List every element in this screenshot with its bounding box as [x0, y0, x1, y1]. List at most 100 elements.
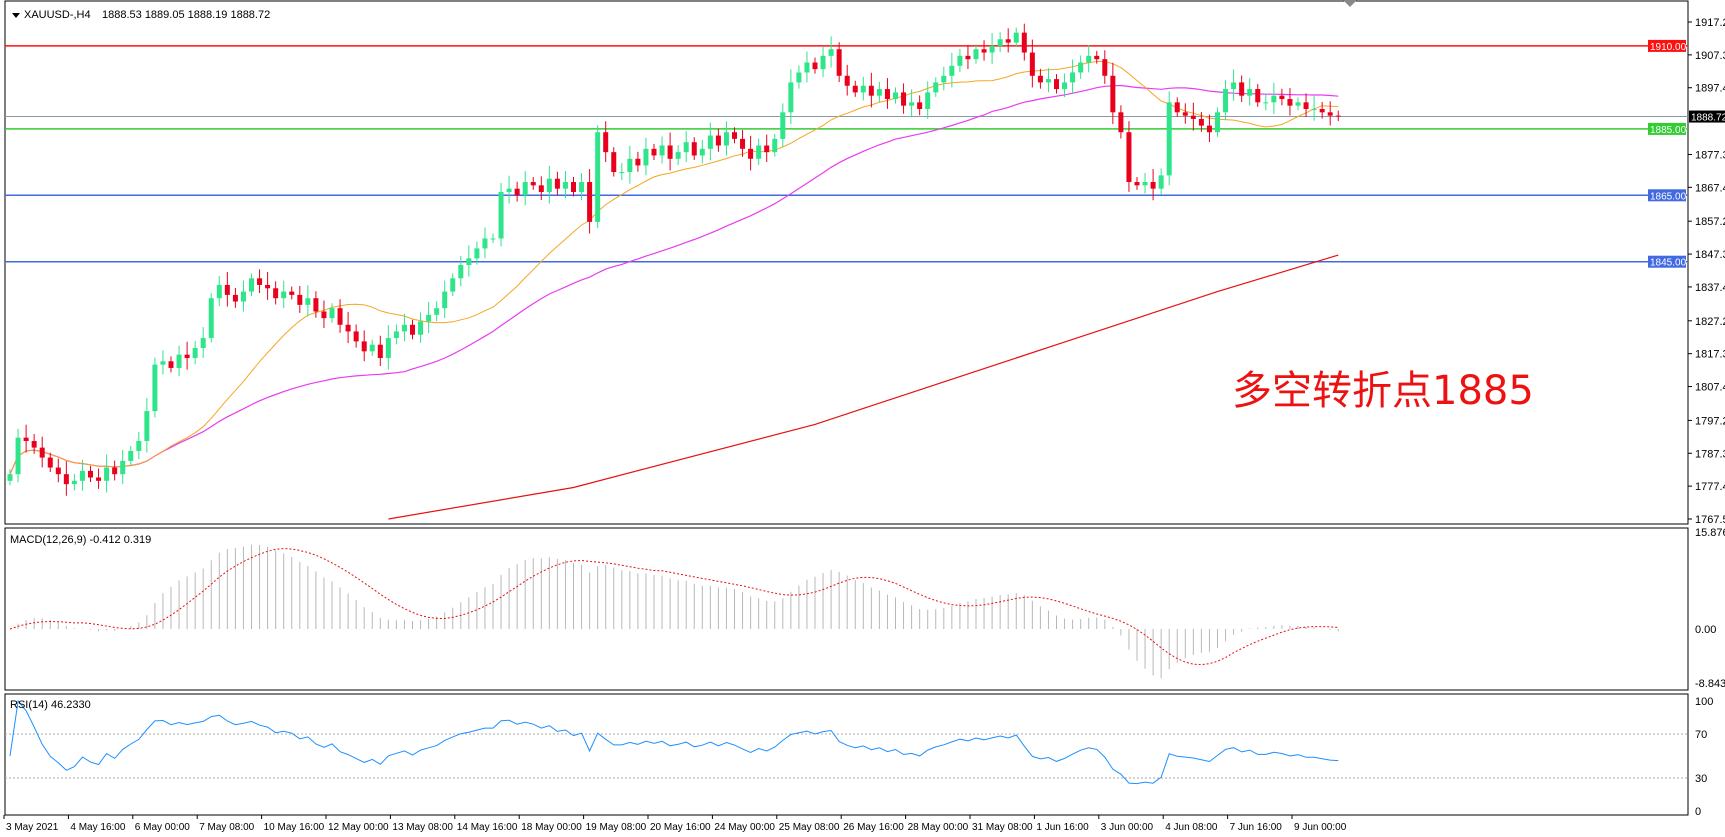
candle-body [893, 92, 898, 100]
candle-body [152, 364, 158, 412]
candle-body [820, 55, 826, 70]
candle-body [828, 49, 834, 56]
candle-body [337, 308, 343, 325]
candle-body [1206, 125, 1212, 133]
candle-body [313, 298, 319, 312]
candle-body [23, 437, 29, 441]
chart-shift-marker[interactable] [1343, 0, 1357, 7]
candle-body [401, 324, 407, 332]
candle-body [1215, 112, 1220, 133]
candle-body [1037, 75, 1043, 83]
candle-body [1021, 32, 1027, 53]
current-price-tag: 1888.72 [1691, 113, 1725, 124]
price-tick-label: 1767.50 [1695, 514, 1725, 526]
candle-body [160, 361, 166, 365]
price-tag-bg [1648, 122, 1686, 135]
time-tick-label: 20 May 16:00 [650, 822, 711, 833]
price-tag: 1885.00 [1650, 125, 1687, 136]
candle-body [933, 82, 939, 93]
candle-body [884, 89, 890, 100]
candle-body [353, 331, 359, 342]
candle-body [410, 324, 415, 335]
candle-body [562, 182, 568, 189]
candle-body [860, 85, 866, 93]
candle-body [1094, 55, 1100, 60]
candle-body [1029, 52, 1035, 76]
price-tag: 1910.00 [1650, 42, 1687, 53]
candle-body [901, 92, 907, 106]
time-tick-label: 6 May 00:00 [135, 822, 190, 833]
candle-body [216, 284, 222, 299]
candle-body [812, 62, 818, 70]
candle-body [474, 248, 480, 259]
candle-body [780, 112, 786, 139]
candle-body [691, 142, 697, 156]
time-tick-label: 7 May 08:00 [199, 822, 254, 833]
candle-body [79, 470, 85, 481]
dropdown-triangle-icon[interactable] [12, 13, 20, 18]
price-tick-label: 1847.30 [1695, 249, 1725, 261]
rsi-tick-label: 70 [1695, 729, 1707, 741]
candle-body [1311, 108, 1317, 110]
candle-body [1263, 102, 1269, 104]
candle-body [764, 145, 770, 153]
candle-body [844, 75, 850, 86]
time-tick-label: 28 May 00:00 [908, 822, 969, 833]
candle-body [1295, 102, 1301, 106]
candle-body [740, 138, 746, 149]
candle-body [490, 238, 496, 240]
candle-body [1110, 75, 1116, 113]
candle-body [756, 145, 762, 159]
price-tag: 1845.00 [1650, 258, 1687, 269]
candle-body [498, 191, 504, 239]
candle-body [329, 308, 335, 319]
price-tick-label: 1837.40 [1695, 282, 1725, 294]
price-tag-bg [1648, 39, 1686, 52]
candle-body [1078, 62, 1084, 73]
candle-body [1231, 82, 1237, 90]
candle-body [418, 321, 424, 335]
candle-body [63, 474, 69, 485]
candle-body [1223, 89, 1229, 113]
time-tick-label: 26 May 16:00 [843, 822, 904, 833]
time-tick-label: 3 Jun 00:00 [1101, 822, 1154, 833]
candle-body [917, 102, 923, 109]
rsi-line [9, 699, 1339, 785]
price-tick-label: 1867.40 [1695, 182, 1725, 194]
price-tick-label: 1817.30 [1695, 349, 1725, 361]
candle-body [1303, 102, 1309, 109]
price-tick-label: 1807.40 [1695, 382, 1725, 394]
candle-body [1150, 182, 1156, 189]
candle-body [804, 62, 810, 73]
candle-body [232, 294, 238, 302]
candle-body [1255, 89, 1261, 103]
price-tick-label: 1787.30 [1695, 448, 1725, 460]
candle-body [715, 135, 721, 146]
candle-body [1182, 112, 1188, 116]
main-pane[interactable] [4, 0, 1689, 525]
annotation-text: 多空转折点1885 [1232, 368, 1534, 414]
symbol-label: XAUUSD-,H4 [24, 9, 91, 21]
time-tick-label: 14 May 16:00 [457, 822, 518, 833]
candle-body [466, 258, 472, 266]
candle-body [699, 148, 705, 156]
candle-body [1158, 175, 1164, 189]
candle-body [941, 75, 947, 83]
candle-body [981, 49, 987, 53]
candle-body [595, 132, 601, 222]
rsi-pane[interactable] [4, 693, 1689, 816]
candle-body [240, 291, 246, 302]
time-tick-label: 18 May 00:00 [521, 822, 582, 833]
candle-body [1126, 132, 1132, 183]
candle-body [989, 45, 995, 53]
candle-body [281, 291, 287, 299]
candle-body [321, 311, 327, 319]
candle-body [876, 89, 882, 96]
candle-body [136, 440, 142, 451]
macd-pane[interactable] [4, 527, 1689, 691]
candle-body [732, 132, 737, 139]
candle-body [796, 72, 802, 83]
candle-body [683, 142, 689, 153]
candle-body [723, 132, 729, 146]
